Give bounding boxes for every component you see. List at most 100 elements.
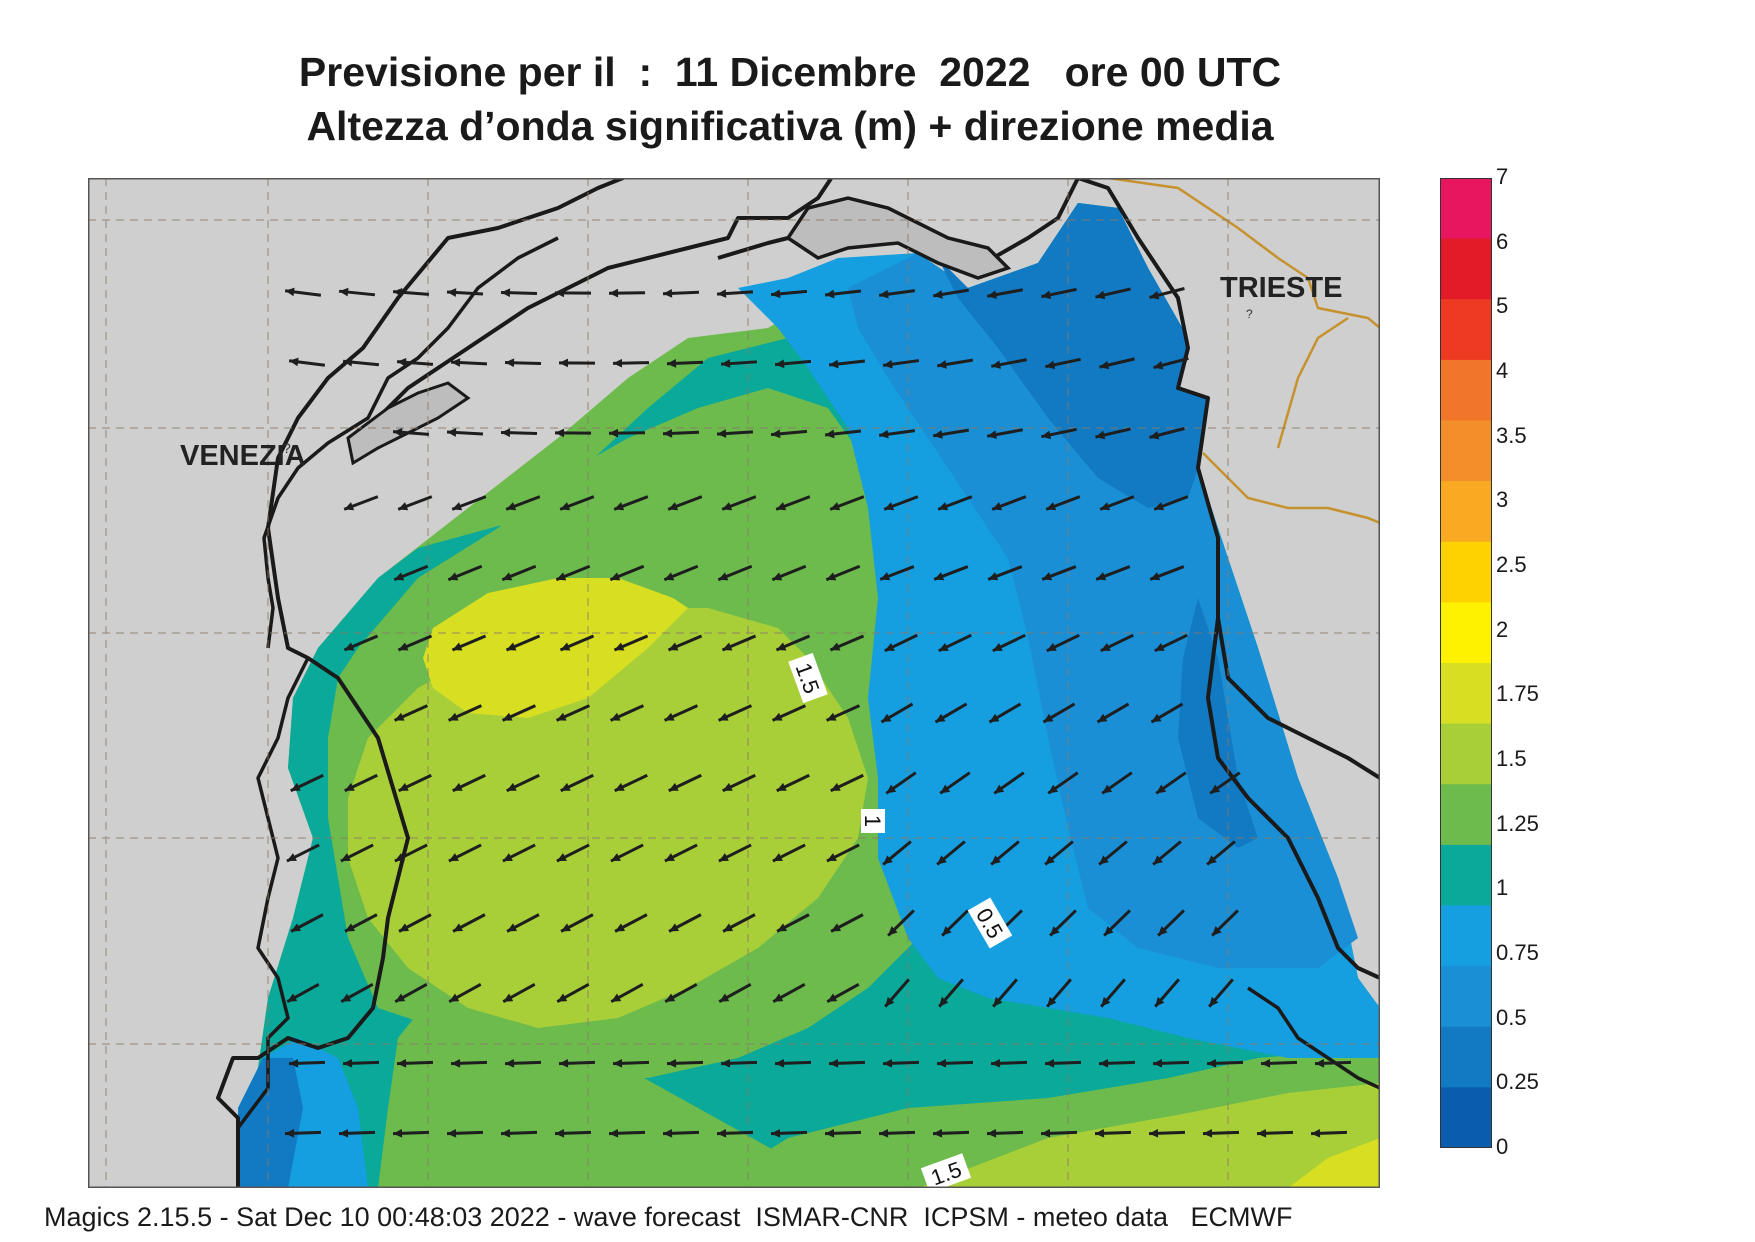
direction-arrow-head	[776, 782, 787, 791]
direction-arrows	[284, 287, 1352, 1138]
direction-arrow-head	[1203, 1128, 1213, 1138]
colorbar-tick-label: 0.25	[1496, 1069, 1539, 1095]
direction-arrow-head	[559, 1058, 569, 1068]
direction-arrow-head	[1311, 1128, 1321, 1138]
direction-arrow-head	[1041, 290, 1052, 300]
zone-south-lobe-core	[1288, 1138, 1380, 1188]
direction-arrow-head	[561, 923, 572, 932]
direction-arrow-head	[610, 572, 621, 581]
direction-arrow-head	[343, 1058, 353, 1068]
colorbar-swatch	[1440, 905, 1492, 967]
direction-arrow-head	[1315, 1058, 1325, 1068]
direction-arrow-head	[771, 1128, 781, 1138]
direction-arrow-head	[1261, 1058, 1271, 1068]
direction-arrow-head	[825, 289, 835, 299]
direction-arrow-head	[555, 288, 565, 298]
direction-arrow-head	[719, 993, 730, 1002]
direction-arrow-head	[942, 926, 952, 936]
direction-arrow-head	[290, 782, 301, 791]
colorbar-tick-label: 0	[1496, 1134, 1509, 1159]
direction-arrow-head	[1043, 713, 1054, 723]
direction-arrow-head	[501, 288, 511, 298]
coastline-north	[376, 178, 834, 420]
direction-arrow-head	[399, 923, 410, 932]
direction-arrow-head	[1095, 430, 1106, 440]
direction-arrow-head	[451, 1058, 461, 1068]
direction-arrow-head	[393, 287, 403, 297]
direction-arrow-head	[1045, 360, 1056, 370]
direction-arrow-head	[827, 993, 838, 1002]
direction-arrow-head	[395, 993, 406, 1002]
direction-arrow-head	[1100, 502, 1111, 511]
direction-arrow-head	[987, 1128, 997, 1138]
colorbar-tick-label: 2.5	[1496, 552, 1527, 577]
direction-arrow-head	[830, 782, 841, 791]
direction-arrow-head	[1207, 855, 1217, 865]
direction-arrow-head	[940, 784, 951, 794]
direction-arrow-head	[879, 429, 889, 439]
direction-arrow-head	[1041, 1128, 1051, 1138]
colorbar-tick-label: 3.5	[1496, 422, 1527, 448]
direction-arrow-head	[717, 1128, 727, 1138]
trieste-marker: ?	[1246, 307, 1253, 321]
direction-arrow-head	[937, 360, 947, 369]
direction-arrow-head	[829, 359, 839, 369]
direction-arrow-head	[452, 782, 463, 791]
colorbar-tick-label: 3	[1496, 487, 1509, 513]
direction-arrow-head	[614, 642, 625, 651]
direction-arrow-head	[447, 288, 457, 297]
coastline-southeast	[1247, 986, 1380, 1090]
direction-arrow-head	[344, 642, 355, 651]
direction-arrow-head	[664, 712, 675, 721]
direction-arrow-head	[775, 1058, 785, 1068]
direction-arrow-head	[826, 712, 837, 721]
direction-arrow-head	[1050, 926, 1060, 936]
direction-arrow-head	[1099, 1058, 1109, 1068]
direction-arrow-head	[881, 713, 892, 723]
direction-arrow-head	[1101, 996, 1111, 1007]
direction-arrow-head	[885, 996, 895, 1007]
direction-arrow-head	[289, 1058, 299, 1068]
direction-arrow-head	[556, 572, 567, 581]
direction-arrow-head	[1104, 926, 1114, 936]
direction-arrow-head	[503, 993, 514, 1002]
city-label-trieste: TRIESTE	[1220, 272, 1343, 304]
colorbar-swatch	[1440, 784, 1492, 846]
direction-arrow-head	[1100, 642, 1111, 651]
direction-arrow-head	[448, 853, 459, 862]
direction-arrow-head	[1209, 996, 1219, 1007]
direction-arrow-head	[398, 502, 409, 511]
direction-arrow-head	[1153, 361, 1164, 370]
colorbar-tick-label: 1.75	[1496, 681, 1539, 707]
direction-arrow-head	[665, 993, 676, 1002]
direction-arrow-head	[1046, 642, 1057, 651]
direction-arrow-head	[557, 993, 568, 1002]
direction-arrow-head	[1149, 291, 1160, 300]
title-line-1: Previsione per il : 11 Dicembre 2022 ore…	[298, 49, 1282, 95]
direction-arrow-head	[1150, 572, 1161, 581]
direction-arrow-head	[291, 923, 302, 932]
direction-arrow-head	[991, 855, 1001, 865]
direction-arrow-head	[286, 853, 297, 862]
direction-arrow-head	[883, 1058, 893, 1068]
direction-arrow-head	[772, 572, 783, 581]
direction-arrow-head	[285, 287, 295, 297]
direction-arrow-head	[448, 712, 459, 721]
direction-arrow-head	[776, 502, 787, 511]
direction-arrow-head	[987, 290, 997, 299]
direction-arrow-head	[771, 289, 781, 299]
direction-arrow-head	[615, 923, 626, 932]
direction-arrow-head	[393, 1128, 403, 1138]
direction-arrow-head	[1154, 502, 1165, 511]
direction-arrow-head	[448, 572, 459, 581]
svg-text:1: 1	[860, 815, 885, 827]
direction-arrow-head	[449, 993, 460, 1002]
direction-arrow-head	[938, 502, 949, 511]
colorbar-swatch	[1440, 238, 1492, 300]
direction-arrow-head	[773, 993, 784, 1002]
direction-arrow-head	[609, 1128, 619, 1138]
direction-arrow-head	[609, 428, 619, 438]
direction-arrow-head	[663, 429, 673, 438]
direction-arrow-head	[556, 853, 567, 862]
direction-arrow-head	[393, 427, 403, 437]
